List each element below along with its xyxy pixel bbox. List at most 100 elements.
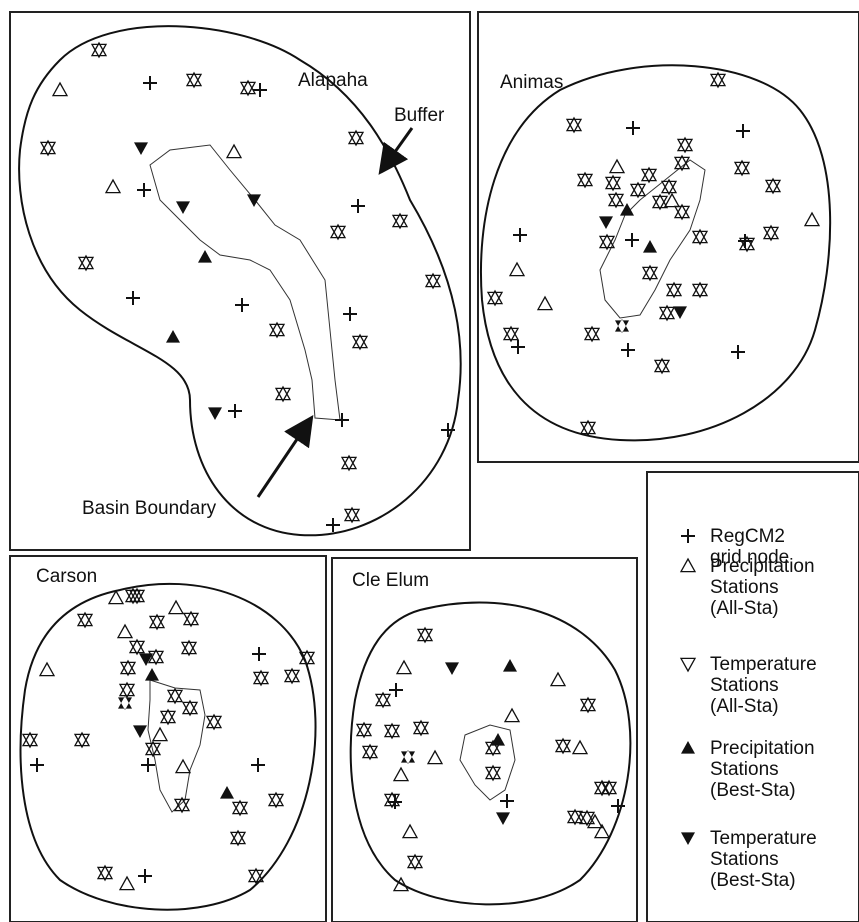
- station-pair: [733, 159, 751, 177]
- station-pair: [486, 289, 504, 307]
- panel-title: Animas: [500, 72, 563, 93]
- precip-station: [508, 261, 526, 277]
- station-pair: [709, 71, 727, 89]
- station-pair: [641, 264, 659, 282]
- station-pair: [565, 116, 583, 134]
- station-pair: [77, 254, 95, 272]
- legend-label: Temperature: [710, 654, 817, 675]
- precip-station: [395, 659, 413, 675]
- station-pair: [691, 281, 709, 299]
- precip-station: [503, 707, 521, 723]
- station-best-pair: [118, 696, 132, 710]
- temp-best: [247, 194, 261, 207]
- station-pair: [583, 325, 601, 343]
- precip-station: [104, 178, 122, 194]
- station-pair: [118, 681, 136, 699]
- station-pair: [604, 174, 622, 192]
- station-pair: [128, 638, 146, 656]
- station-pair: [128, 587, 146, 605]
- station-pair: [340, 454, 358, 472]
- grid-node: [30, 758, 44, 772]
- precip-station: [571, 739, 589, 755]
- grid-node: [736, 124, 750, 138]
- basin-boundary: [149, 144, 341, 421]
- station-best-pair: [615, 319, 629, 333]
- station-pair: [598, 233, 616, 251]
- stations: [21, 41, 821, 892]
- station-pair: [665, 281, 683, 299]
- grid-node: [513, 228, 527, 242]
- precip-station: [107, 589, 125, 605]
- grid-node: [441, 423, 455, 437]
- legend-label: (All-Sta): [710, 696, 779, 717]
- temp-best: [134, 142, 148, 155]
- station-pair: [374, 691, 392, 709]
- station-pair: [298, 649, 316, 667]
- station-pair: [239, 79, 257, 97]
- buffer: [18, 25, 462, 537]
- station-pair: [383, 791, 401, 809]
- station-pair: [579, 419, 597, 437]
- grid-node: [388, 795, 402, 809]
- station-pair: [676, 136, 694, 154]
- grid-node: [335, 413, 349, 427]
- station-pair: [660, 178, 678, 196]
- precip-station: [116, 623, 134, 639]
- grid-node: [326, 518, 340, 532]
- temp-best: [208, 407, 222, 420]
- precip-station: [679, 557, 697, 573]
- station-pair: [576, 171, 594, 189]
- buffer: [19, 582, 317, 911]
- temp-best: [681, 832, 695, 845]
- station-pair: [424, 272, 442, 290]
- station-pair: [383, 722, 401, 740]
- legend-label: Precipitation: [710, 556, 815, 577]
- precip-station: [151, 726, 169, 742]
- grid-node: [228, 404, 242, 418]
- grid-node: [126, 291, 140, 305]
- grid-node: [611, 799, 625, 813]
- station-pair: [412, 719, 430, 737]
- buffer: [349, 601, 632, 906]
- precip-station: [392, 876, 410, 892]
- legend-label: grid node: [710, 547, 789, 568]
- station-pair: [76, 611, 94, 629]
- station-pair: [764, 177, 782, 195]
- grid-node: [500, 794, 514, 808]
- station-pair: [355, 721, 373, 739]
- station-pair: [502, 325, 520, 343]
- precip-station: [51, 81, 69, 97]
- precip-best: [166, 330, 180, 343]
- station-pair: [673, 154, 691, 172]
- grid-node: [731, 345, 745, 359]
- panel-frame: [9, 555, 327, 922]
- station-pair: [566, 808, 584, 826]
- legend-label: Stations: [710, 849, 779, 870]
- station-pair: [343, 506, 361, 524]
- legend-label: (All-Sta): [710, 598, 779, 619]
- station-pair: [231, 799, 249, 817]
- precip-best: [681, 741, 695, 754]
- panel-frame: [477, 11, 859, 463]
- legend-label: Precipitation: [710, 738, 815, 759]
- station-pair: [738, 235, 756, 253]
- station-pair: [96, 864, 114, 882]
- panel-title: Alapaha: [298, 70, 368, 91]
- station-pair: [629, 181, 647, 199]
- buffer: [479, 64, 832, 442]
- precip-best: [220, 786, 234, 799]
- station-pair: [205, 713, 223, 731]
- legend-label: (Best-Sta): [710, 780, 796, 801]
- precip-station: [803, 211, 821, 227]
- station-pair: [658, 304, 676, 322]
- precip-station: [174, 758, 192, 774]
- precip-station: [593, 823, 611, 839]
- arrow: [378, 127, 414, 175]
- station-pair: [252, 669, 270, 687]
- station-pair: [640, 166, 658, 184]
- temp-best: [133, 725, 147, 738]
- panel-frame: [9, 11, 471, 551]
- basin-boundary: [459, 724, 516, 801]
- station-pair: [673, 203, 691, 221]
